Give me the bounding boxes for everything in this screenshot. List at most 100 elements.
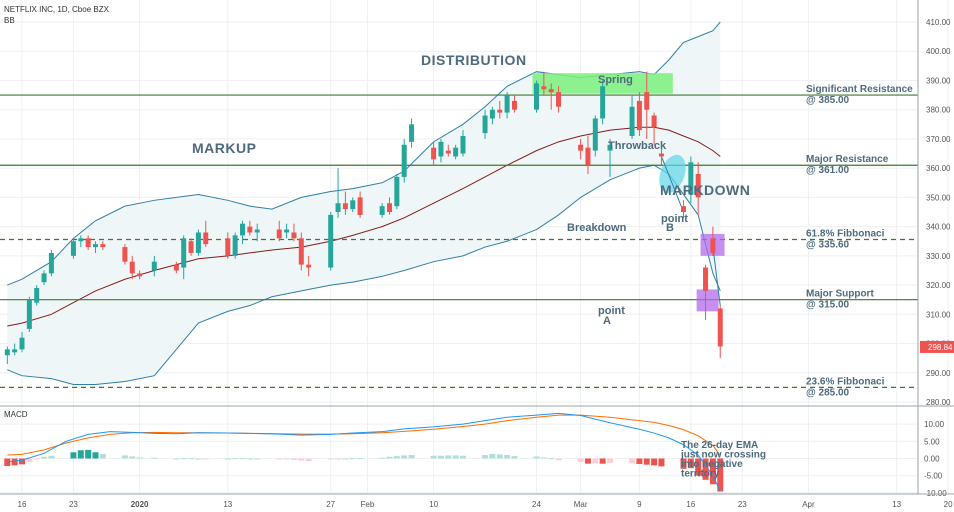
macd-histogram-bar bbox=[92, 452, 99, 459]
macd-histogram-bar bbox=[482, 455, 489, 459]
time-axis-tick-label: 24 bbox=[532, 500, 541, 509]
macd-histogram-bar bbox=[19, 458, 25, 465]
macd-histogram-bar bbox=[709, 458, 716, 485]
candle-body bbox=[100, 244, 106, 248]
candle-body bbox=[431, 147, 437, 160]
price-axis-tick-label: 340.00 bbox=[926, 223, 951, 232]
candle-body bbox=[26, 299, 32, 329]
macd-histogram-bar bbox=[695, 458, 702, 476]
candle-body bbox=[19, 337, 25, 350]
macd-histogram-bar bbox=[232, 458, 239, 460]
macd-histogram-bar bbox=[70, 452, 77, 459]
markdown-label: MARKDOWN bbox=[660, 182, 750, 198]
candle-body bbox=[394, 176, 400, 207]
macd-histogram-bar bbox=[77, 450, 84, 459]
macd-histogram-bar bbox=[335, 458, 342, 460]
price-axis-tick-label: 400.00 bbox=[926, 47, 951, 56]
point-a-label: point bbox=[598, 305, 625, 317]
macd-histogram-bar bbox=[445, 455, 452, 459]
macd-histogram-bar bbox=[643, 458, 650, 465]
macd-histogram-bar bbox=[129, 456, 136, 459]
time-axis-tick-label: 13 bbox=[223, 500, 232, 509]
macd-annotation-line: into negative bbox=[681, 459, 743, 470]
price-axis-tick-label: 350.00 bbox=[926, 193, 951, 202]
breakdown-label: Breakdown bbox=[567, 222, 627, 234]
candle-body bbox=[695, 174, 701, 198]
macd-histogram-bar bbox=[504, 455, 511, 459]
chart-title: NETFLIX INC, 1D, Cboe BZX bbox=[4, 5, 110, 14]
macd-histogram-bar bbox=[33, 458, 40, 460]
candle-body bbox=[254, 229, 260, 233]
macd-histogram-bar bbox=[349, 458, 356, 460]
last-price-value: 298.84 bbox=[928, 343, 953, 352]
macd-annotation-line: just now crossing bbox=[680, 450, 766, 461]
macd-histogram-bar bbox=[393, 456, 400, 459]
macd-histogram-bar bbox=[599, 458, 606, 464]
candle-body bbox=[401, 144, 407, 177]
macd-axis-tick-label: -5.00 bbox=[924, 472, 943, 481]
macd-histogram-bar bbox=[540, 457, 547, 459]
macd-histogram-bar bbox=[85, 449, 92, 459]
candle-body bbox=[460, 136, 466, 154]
candle-body bbox=[541, 86, 547, 90]
candle-body bbox=[225, 238, 231, 256]
time-axis-tick-label: 23 bbox=[69, 500, 78, 509]
candle-body bbox=[247, 226, 253, 233]
candle-body bbox=[129, 261, 135, 274]
price-axis-tick-label: 290.00 bbox=[926, 369, 951, 378]
point-a-label: A bbox=[603, 315, 611, 327]
macd-histogram-bar bbox=[658, 458, 665, 467]
macd-histogram-bar bbox=[548, 458, 555, 460]
candle-body bbox=[703, 267, 709, 291]
macd-histogram-bar bbox=[452, 455, 459, 459]
candles bbox=[4, 71, 723, 364]
candle-body bbox=[600, 86, 606, 119]
macd-histogram-bar bbox=[136, 457, 143, 459]
macd-histogram-bar bbox=[496, 454, 503, 459]
macd-histogram-bar bbox=[592, 458, 599, 464]
macd-histogram-bar bbox=[4, 458, 11, 467]
candle-body bbox=[298, 238, 304, 265]
candle-body bbox=[151, 261, 157, 271]
macd-histogram-bar bbox=[173, 458, 180, 460]
macd-histogram-bar bbox=[298, 458, 305, 461]
candle-body bbox=[284, 229, 290, 233]
level-value: @ 315.00 bbox=[806, 300, 850, 311]
macd-histogram-bar bbox=[379, 457, 386, 459]
candle-body bbox=[636, 100, 642, 131]
macd-annotation-line: territory bbox=[681, 469, 720, 480]
macd-histogram-bar bbox=[651, 458, 658, 466]
candle-body bbox=[578, 144, 584, 151]
price-axis-tick-label: 330.00 bbox=[926, 252, 951, 261]
candle-body bbox=[357, 197, 363, 215]
macd-histogram-bar bbox=[195, 458, 202, 460]
macd-histogram-bar bbox=[276, 458, 283, 460]
macd-histogram-bar bbox=[437, 455, 444, 459]
macd-histogram-bar bbox=[327, 458, 334, 460]
candle-body bbox=[240, 223, 245, 236]
bollinger-fill bbox=[7, 22, 721, 385]
macd-signal-line bbox=[7, 414, 721, 456]
macd-annotation-line: The 26-day EMA bbox=[681, 440, 758, 451]
candle-body bbox=[534, 83, 539, 110]
connector-line bbox=[712, 247, 721, 306]
candle-body bbox=[445, 150, 451, 154]
candle-body bbox=[681, 206, 686, 212]
macd-histogram-bar bbox=[41, 456, 48, 459]
level-label: Major Resistance bbox=[806, 154, 889, 165]
level-value: @ 335.60 bbox=[806, 239, 850, 250]
time-axis-tick-label: 20 bbox=[944, 500, 953, 509]
macd-histogram-bar bbox=[584, 458, 591, 464]
macd-histogram-bar bbox=[401, 455, 408, 459]
price-axis-tick-label: 370.00 bbox=[926, 135, 951, 144]
candle-body bbox=[409, 124, 415, 142]
macd-pane bbox=[4, 412, 724, 492]
candle-body bbox=[387, 203, 392, 212]
candle-body bbox=[379, 206, 385, 215]
macd-histogram-bar bbox=[224, 458, 231, 460]
candle-body bbox=[48, 252, 54, 274]
candle-body bbox=[629, 106, 635, 136]
macd-axis-tick-label: 10.00 bbox=[924, 420, 945, 429]
candle-body bbox=[173, 264, 179, 271]
level-value: @ 385.00 bbox=[806, 95, 850, 106]
